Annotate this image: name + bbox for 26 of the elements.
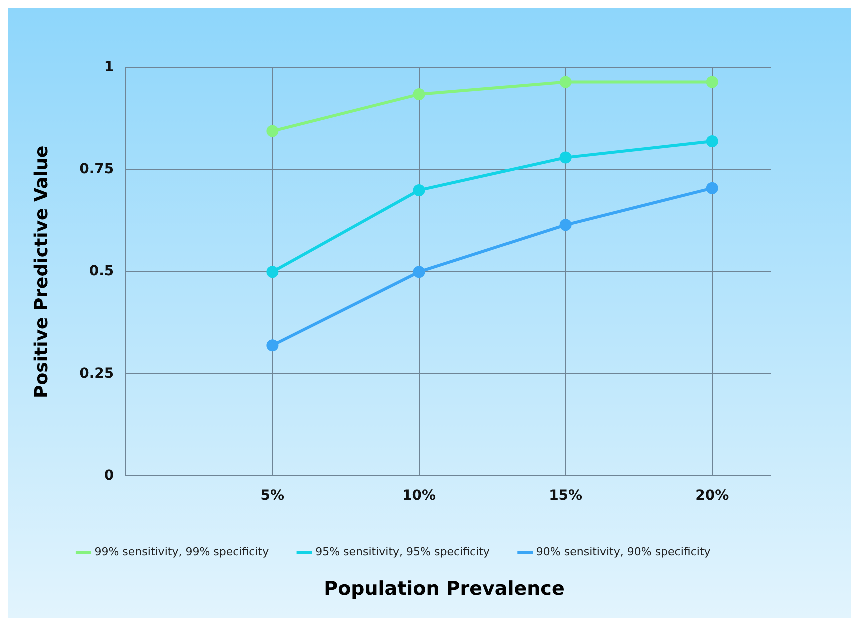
point	[560, 152, 572, 164]
x-axis-title: Population Prevalence	[323, 578, 566, 600]
x-tick-label: 20%	[696, 488, 730, 504]
point	[706, 76, 718, 88]
point	[413, 88, 426, 101]
legend-label: 95% sensitivity, 95% specificity	[316, 545, 490, 558]
point	[706, 182, 718, 194]
point	[560, 219, 572, 232]
point	[413, 266, 426, 278]
y-tick-label: 1	[104, 60, 114, 76]
y-tick-label: 0.75	[80, 162, 114, 178]
point	[266, 125, 279, 138]
point	[706, 135, 718, 148]
y-tick-label: 0.5	[89, 264, 114, 280]
point	[266, 266, 279, 278]
y-tick-label: 0.25	[80, 366, 114, 382]
legend-label: 99% sensitivity, 99% specificity	[94, 545, 270, 558]
point	[560, 76, 572, 88]
point	[413, 184, 426, 196]
legend-label: 90% sensitivity, 90% specificity	[536, 545, 712, 558]
y-tick-label: 0	[104, 468, 114, 484]
x-tick-label: 10%	[402, 488, 436, 504]
y-axis-title: Positive Predictive Value	[31, 146, 52, 398]
point	[266, 340, 279, 352]
x-tick-label: 5%	[260, 488, 285, 504]
x-tick-label: 15%	[549, 488, 583, 504]
